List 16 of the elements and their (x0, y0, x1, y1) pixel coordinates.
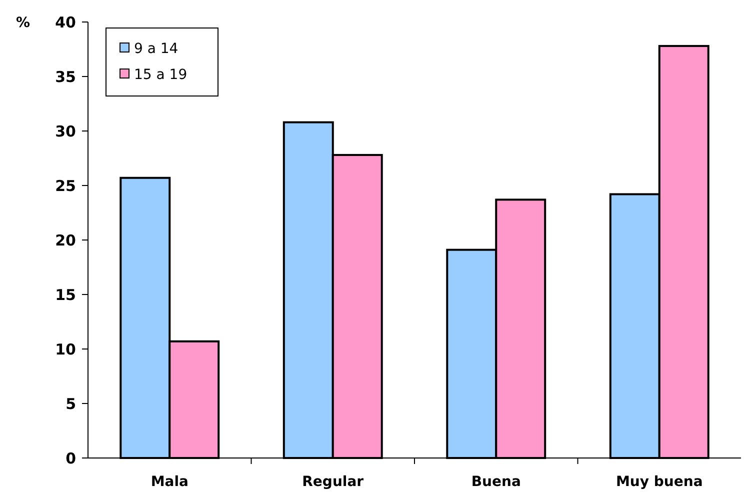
y-tick-label: 20 (55, 231, 76, 250)
y-tick-label: 0 (66, 449, 76, 468)
x-tick-label: Mala (150, 474, 188, 490)
y-tick-label: 5 (66, 394, 76, 413)
x-tick-label: Muy buena (616, 474, 703, 490)
y-tick-label: 30 (55, 122, 76, 140)
x-tick-label: Buena (471, 474, 521, 490)
legend-label: 15 a 19 (134, 66, 188, 83)
y-axis-title: % (16, 14, 30, 31)
y-tick-label: 40 (55, 13, 76, 32)
y-tick-label: 15 (55, 286, 76, 304)
x-tick-label: Regular (302, 474, 364, 490)
y-tick-label: 25 (55, 176, 76, 195)
y-tick-label: 10 (55, 340, 76, 358)
y-tick-label: 35 (55, 68, 76, 86)
legend-label: 9 a 14 (134, 40, 178, 57)
